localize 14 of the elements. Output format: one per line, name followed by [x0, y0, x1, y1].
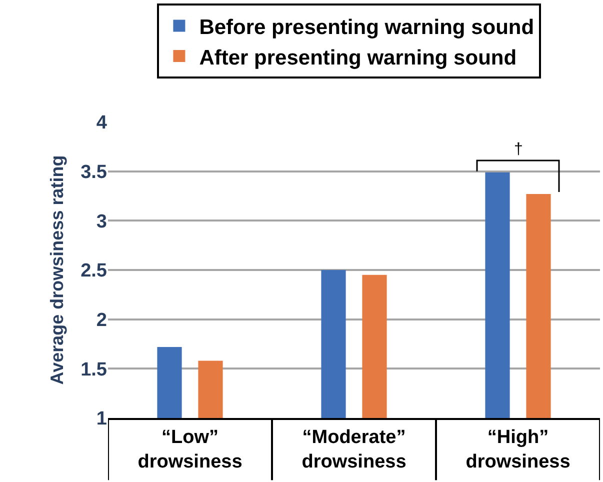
y-tick-label: 2 [96, 310, 107, 331]
y-tick-label: 3.5 [80, 162, 108, 183]
y-tick-label: 1.5 [80, 359, 108, 380]
y-axis-title: Average drowsiness rating [46, 155, 67, 385]
legend-label: After presenting warning sound [199, 46, 517, 70]
x-tick-label: “Low” drowsiness [138, 426, 242, 472]
x-tick-label: “Moderate” drowsiness [302, 426, 406, 472]
legend-label: Before presenting warning sound [199, 16, 534, 39]
x-tick-label: “High” drowsiness [466, 426, 570, 472]
annotation: † [514, 141, 523, 158]
y-tick-label: 2.5 [80, 260, 108, 282]
y-tick-label: 4 [96, 112, 108, 134]
y-tick-label: 3 [96, 211, 107, 232]
y-tick-label: 1 [96, 408, 108, 430]
